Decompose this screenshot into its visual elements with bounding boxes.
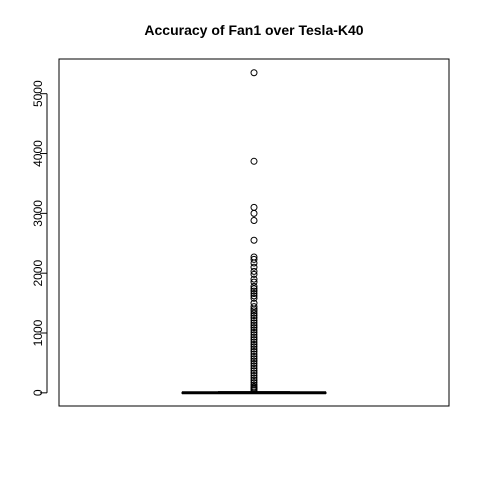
- outlier-point-49: [250, 369, 258, 377]
- outlier-point-7: [250, 255, 258, 263]
- outlier-point-16: [250, 287, 258, 295]
- outlier-point-10: [250, 267, 258, 275]
- outlier-point-0: [250, 69, 258, 77]
- outlier-point-51: [250, 374, 258, 382]
- outlier-point-4: [250, 217, 258, 225]
- outlier-point-13: [250, 278, 258, 286]
- outlier-point-53: [250, 379, 258, 387]
- outlier-point-46: [250, 362, 258, 370]
- y-tick-label-1000: 1000: [31, 319, 45, 346]
- outlier-point-45: [250, 360, 258, 368]
- outlier-point-11: [250, 270, 258, 278]
- outlier-point-40: [250, 348, 258, 356]
- plot-frame: [58, 58, 450, 407]
- outlier-point-23: [250, 307, 258, 315]
- outlier-point-42: [250, 352, 258, 360]
- outlier-point-27: [250, 316, 258, 324]
- outlier-point-29: [250, 321, 258, 329]
- outlier-point-3: [250, 209, 258, 217]
- outlier-point-9: [250, 263, 258, 271]
- outlier-point-34: [250, 333, 258, 341]
- outlier-point-25: [250, 312, 258, 320]
- outlier-point-52: [250, 376, 258, 384]
- plot-area: 0 1000 2000 3000 4000 5000: [31, 58, 450, 407]
- outlier-point-31: [250, 326, 258, 334]
- outlier-point-36: [250, 338, 258, 346]
- outlier-point-35: [250, 336, 258, 344]
- outlier-point-8: [250, 259, 258, 267]
- y-tick-label-2000: 2000: [31, 260, 45, 287]
- outlier-point-58: [250, 386, 258, 394]
- outlier-point-47: [250, 364, 258, 372]
- outlier-point-24: [250, 309, 258, 317]
- outlier-point-1: [250, 157, 258, 165]
- outlier-point-26: [250, 314, 258, 322]
- outlier-point-21: [250, 303, 258, 311]
- outlier-point-19: [250, 294, 258, 302]
- chart-title: Accuracy of Fan1 over Tesla-K40: [144, 22, 363, 38]
- outlier-point-38: [250, 343, 258, 351]
- outlier-point-12: [250, 275, 258, 283]
- outlier-point-14: [250, 282, 258, 290]
- y-tick-label-0: 0: [31, 389, 45, 396]
- y-tick-label-5000: 5000: [31, 80, 45, 107]
- outlier-point-15: [250, 285, 258, 293]
- outlier-point-18: [250, 292, 258, 300]
- outlier-point-32: [250, 328, 258, 336]
- outlier-point-17: [250, 290, 258, 298]
- outlier-point-44: [250, 357, 258, 365]
- outlier-point-28: [250, 319, 258, 327]
- y-tick-label-3000: 3000: [31, 200, 45, 227]
- outlier-point-30: [250, 324, 258, 332]
- y-tick-label-4000: 4000: [31, 140, 45, 167]
- outlier-point-41: [250, 350, 258, 358]
- outlier-point-43: [250, 355, 258, 363]
- outlier-point-48: [250, 367, 258, 375]
- outlier-point-39: [250, 345, 258, 353]
- outlier-point-5: [250, 236, 258, 244]
- outlier-point-37: [250, 340, 258, 348]
- outlier-point-50: [250, 371, 258, 379]
- outlier-point-33: [250, 331, 258, 339]
